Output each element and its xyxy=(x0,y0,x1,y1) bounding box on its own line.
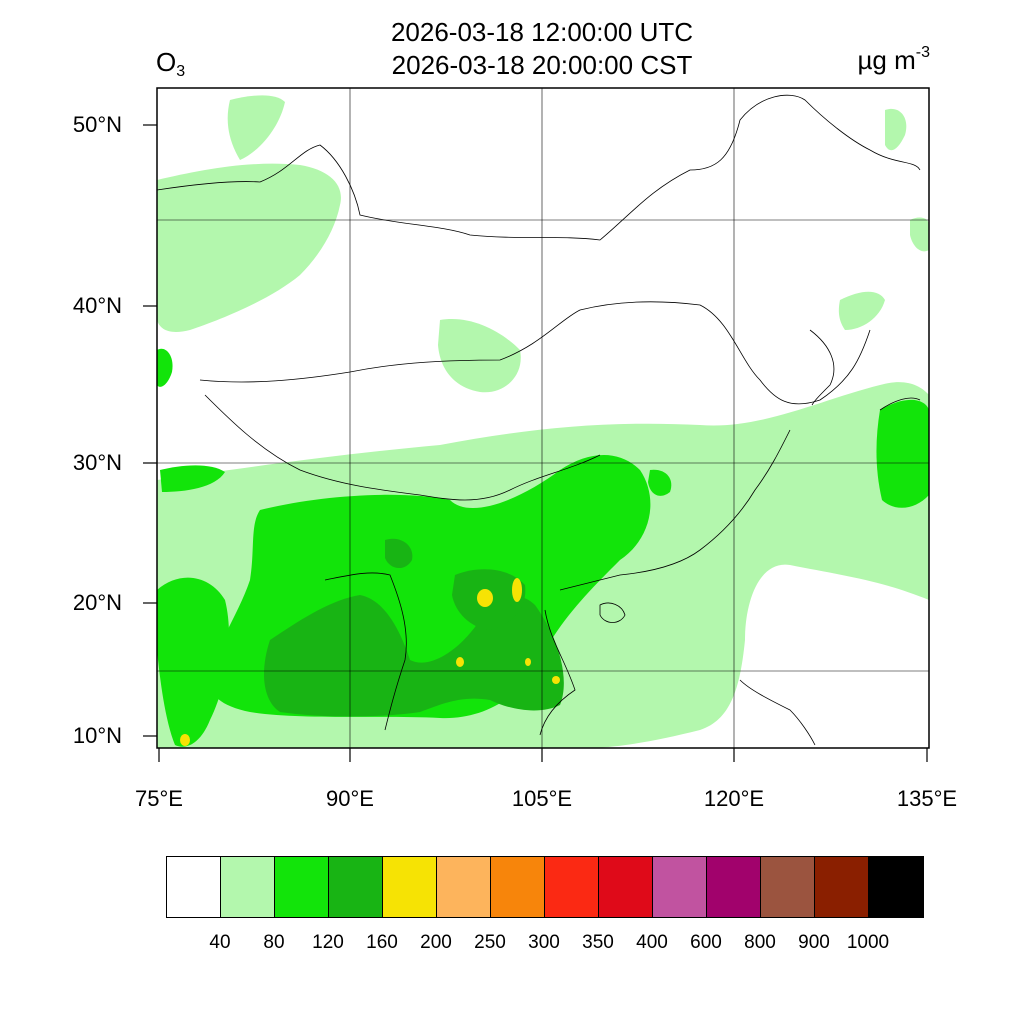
utc-time-title: 2026-03-18 12:00:00 UTC xyxy=(390,17,694,47)
legend-swatch xyxy=(545,857,599,917)
legend-swatch xyxy=(329,857,383,917)
graticule xyxy=(157,88,929,748)
lon-label-135e: 135°E xyxy=(896,786,958,811)
legend-label: 200 xyxy=(420,932,452,953)
lat-label-30n: 30°N xyxy=(72,450,122,475)
legend-swatch xyxy=(275,857,329,917)
species-label: O3 xyxy=(156,47,185,81)
legend-swatch xyxy=(437,857,491,917)
legend-label: 120 xyxy=(312,932,344,953)
legend-swatch xyxy=(761,857,815,917)
local-time-title: 2026-03-18 20:00:00 CST xyxy=(391,50,693,80)
legend-swatch xyxy=(599,857,653,917)
legend-swatch xyxy=(383,857,437,917)
map-frame xyxy=(156,87,930,749)
legend-label: 350 xyxy=(582,932,614,953)
legend-label: 600 xyxy=(690,932,722,953)
legend-label: 300 xyxy=(528,932,560,953)
legend-label: 40 xyxy=(209,932,231,953)
legend-swatch xyxy=(167,857,221,917)
legend-swatch xyxy=(815,857,869,917)
lon-label-105e: 105°E xyxy=(511,786,573,811)
legend-label: 160 xyxy=(366,932,398,953)
species-main: O xyxy=(156,47,177,77)
units-main: µg m xyxy=(857,45,916,75)
legend-label: 1000 xyxy=(846,932,890,953)
color-scale-legend xyxy=(166,856,924,918)
concentration-field xyxy=(157,88,929,748)
legend-swatch xyxy=(707,857,761,917)
tick-marks xyxy=(143,124,928,762)
legend-label: 250 xyxy=(474,932,506,953)
legend-swatch xyxy=(653,857,707,917)
lat-label-20n: 20°N xyxy=(72,590,122,615)
lat-label-10n: 10°N xyxy=(72,723,122,748)
lon-label-90e: 90°E xyxy=(326,786,374,811)
legend-label: 800 xyxy=(744,932,776,953)
legend-label: 400 xyxy=(636,932,668,953)
legend-swatch xyxy=(491,857,545,917)
lat-label-50n: 50°N xyxy=(72,112,122,137)
units-label: µg m-3 xyxy=(857,44,930,76)
legend-swatch xyxy=(221,857,275,917)
lat-label-40n: 40°N xyxy=(72,293,122,318)
units-superscript: -3 xyxy=(915,44,930,61)
lon-label-75e: 75°E xyxy=(135,786,183,811)
shading-160-200 xyxy=(180,578,560,746)
species-subscript: 3 xyxy=(176,63,186,80)
lon-label-120e: 120°E xyxy=(703,786,765,811)
legend-swatch xyxy=(869,857,923,917)
legend-label: 900 xyxy=(798,932,830,953)
legend-label: 80 xyxy=(263,932,285,953)
